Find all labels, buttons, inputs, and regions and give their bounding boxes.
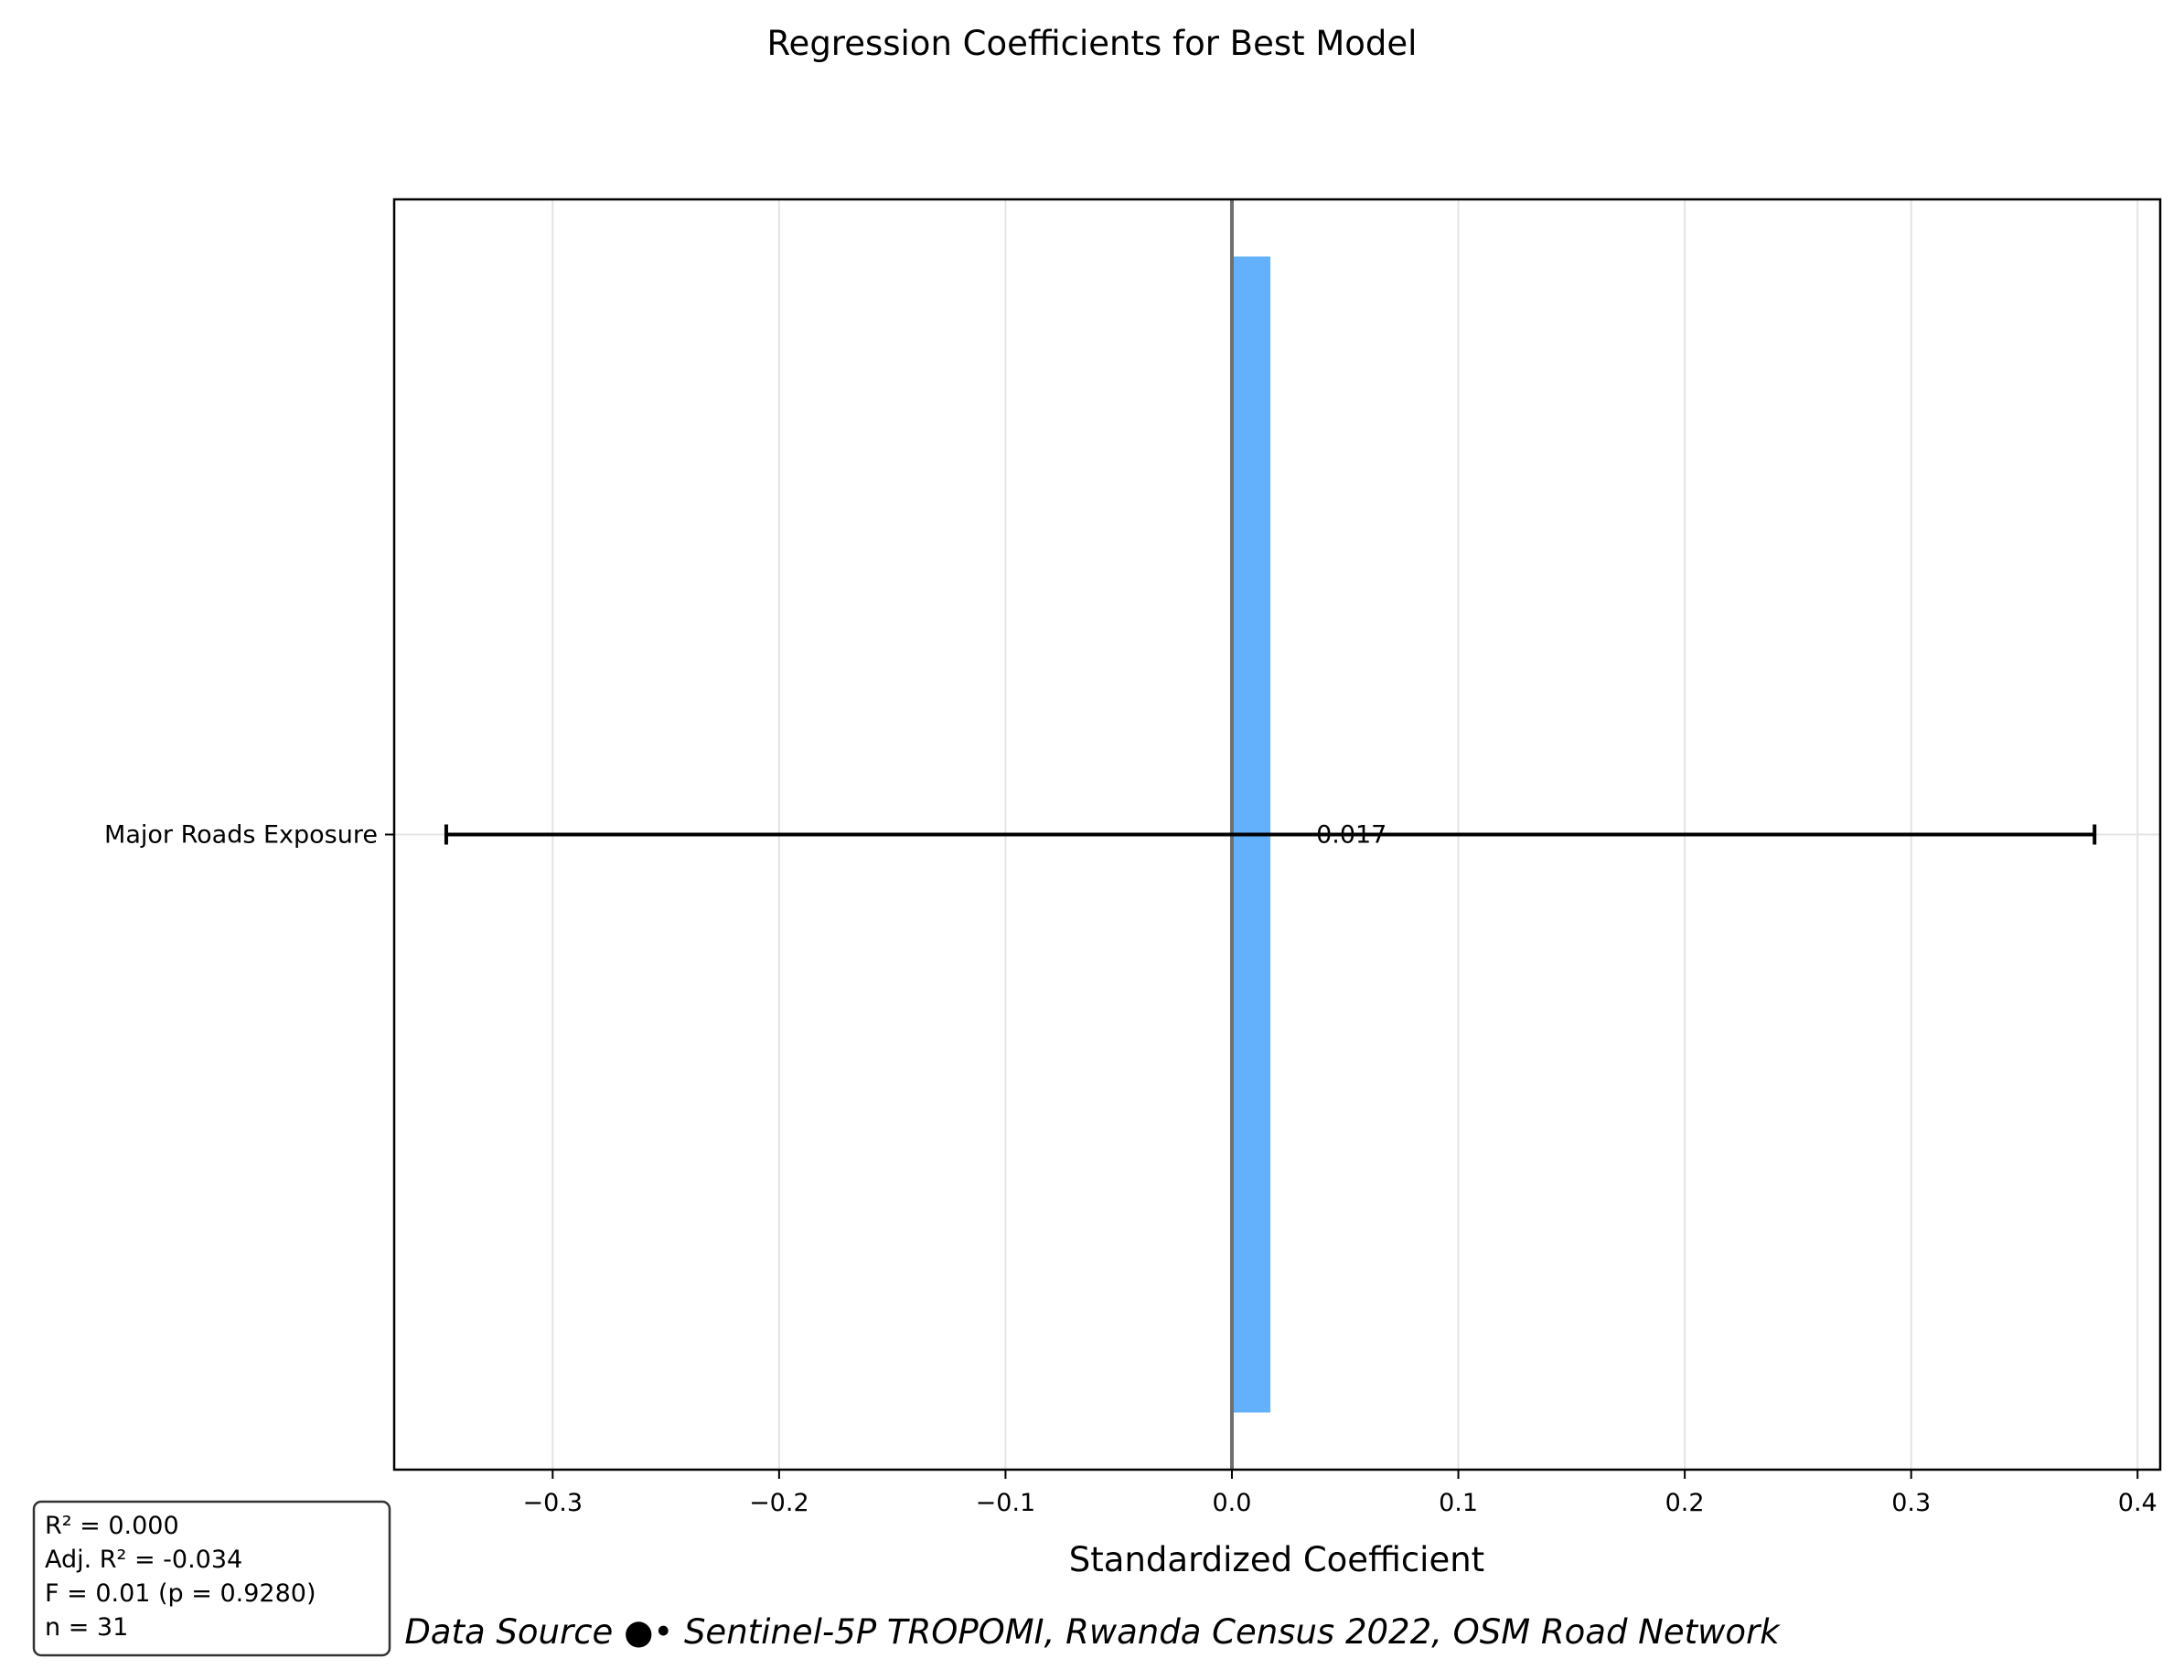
x-axis-label: Standardized Coefficient [1069,1540,1484,1579]
stats-adj-r2: Adj. R² = -0.034 [45,1546,242,1574]
y-tick-label: Major Roads Exposure [104,821,378,850]
x-tick-label: 0.1 [1439,1489,1478,1517]
x-tick-label: −0.3 [523,1489,583,1517]
stats-f-statistic: F = 0.01 (p = 0.9280) [45,1579,316,1608]
x-tick-label: 0.2 [1665,1489,1705,1517]
x-tick-label: −0.2 [749,1489,809,1517]
bar-value-label: 0.017 [1316,821,1386,850]
x-tick-label: 0.0 [1213,1489,1252,1517]
x-axis-ticks: −0.3 −0.2 −0.1 0.0 0.1 0.2 0.3 0.4 [523,1470,2157,1517]
value-label-layer: 0.017 [1316,821,1386,850]
stats-box: R² = 0.000 Adj. R² = -0.034 F = 0.01 (p … [32,1500,391,1657]
x-tick-label: −0.1 [976,1489,1036,1517]
stats-n: n = 31 [45,1613,128,1642]
chart-title: Regression Coefficients for Best Model [767,24,1418,63]
stats-box-frame [32,1500,391,1657]
error-bar-layer [444,824,2097,845]
data-source-caption: Data Source ●• Sentinel-5P TROPOMI, Rwan… [404,1612,1781,1652]
stats-r2: R² = 0.000 [45,1512,179,1540]
x-tick-label: 0.4 [2118,1489,2157,1517]
y-axis-ticks: Major Roads Exposure [104,821,394,850]
x-tick-label: 0.3 [1891,1489,1931,1517]
